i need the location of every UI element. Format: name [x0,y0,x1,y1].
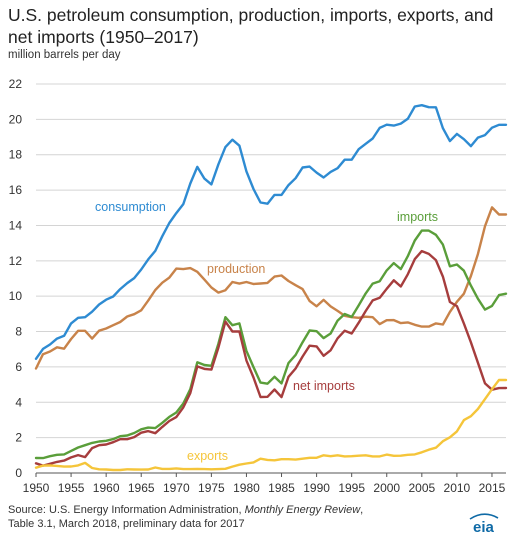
line-chart: 0 2 4 6 8 10 12 14 16 18 20 22 1950 1955 1960 1965 1970… [9,77,508,495]
series-line-consumption [34,103,508,360]
y-axis-ticks: 0 2 4 6 8 10 12 14 16 18 20 22 [9,77,23,480]
logo-text: eia [473,519,495,534]
x-tick-label: 1980 [233,481,260,495]
x-tick-label: 1955 [58,481,85,495]
source-publication: Monthly Energy Review [244,504,361,516]
y-tick-label: 0 [15,466,22,480]
y-tick-label: 4 [15,395,22,409]
x-tick-label: 1985 [268,481,295,495]
x-axis-ticks: 1950 1955 1960 1965 1970 1975 1980 1985 1990 1995… [23,473,506,495]
series-line-imports [34,229,508,460]
source-suffix: , [360,504,364,516]
label-consumption: consumption [95,200,166,214]
x-tick-label: 1975 [198,481,225,495]
units-label: million barrels per day [8,49,121,61]
x-tick-label: 1960 [93,481,120,495]
series-line-net-imports [34,249,508,467]
y-tick-label: 8 [15,325,22,339]
x-tick-label: 2015 [479,481,506,495]
x-tick-label: 1965 [128,481,155,495]
chart-title: U.S. petroleum consumption, production, … [8,5,494,47]
y-tick-label: 10 [9,289,23,303]
label-net-imports: net imports [293,379,355,393]
source-line-2: Table 3.1, March 2018, preliminary data … [8,518,245,530]
label-exports: exports [187,449,228,463]
y-tick-label: 14 [9,218,23,232]
y-tick-label: 16 [9,183,23,197]
x-tick-label: 1950 [23,481,50,495]
y-tick-label: 6 [15,360,22,374]
label-production: production [207,262,265,276]
x-tick-label: 2000 [373,481,400,495]
series-lines [34,103,508,472]
y-tick-label: 20 [9,112,23,126]
x-tick-label: 1970 [163,481,190,495]
series-line-exports [34,378,508,472]
series-line-production [34,206,508,370]
x-tick-label: 1990 [303,481,330,495]
source-note: Source: U.S. Energy Information Administ… [8,503,428,531]
eia-logo-icon: eia [469,513,499,534]
label-imports: imports [397,210,438,224]
logo-arc [469,513,499,520]
x-tick-label: 2010 [444,481,471,495]
source-prefix: Source: U.S. Energy Information Administ… [8,504,245,516]
y-tick-label: 12 [9,254,23,268]
y-tick-label: 22 [9,77,23,91]
x-tick-label: 2005 [408,481,435,495]
y-tick-label: 2 [15,431,22,445]
y-tick-label: 18 [9,148,23,162]
x-tick-label: 1995 [338,481,365,495]
